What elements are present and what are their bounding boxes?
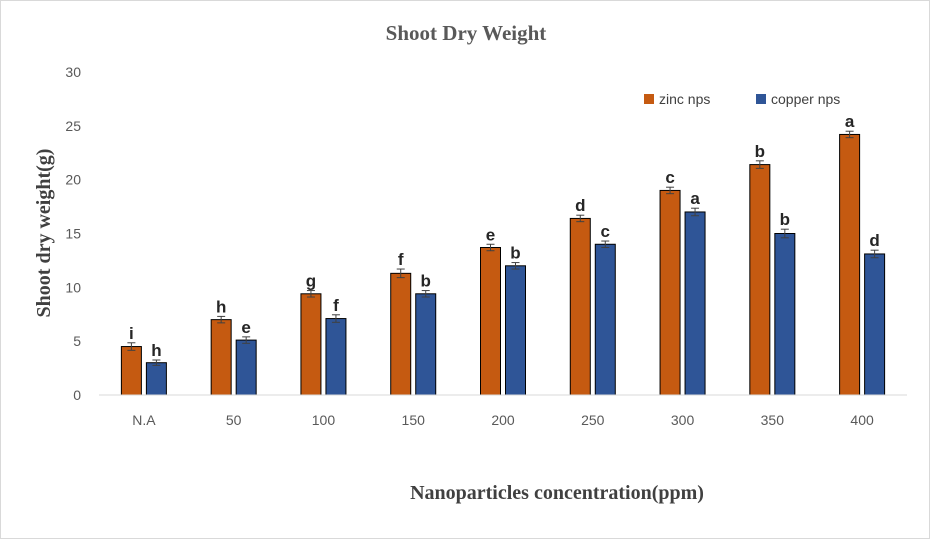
- y-tick-label: 20: [65, 172, 81, 188]
- significance-letter: a: [690, 189, 700, 208]
- x-tick-label: 200: [491, 412, 515, 428]
- error-bar: [576, 214, 585, 223]
- error-bar: [845, 130, 854, 139]
- significance-letter: c: [665, 168, 674, 187]
- significance-letter: e: [241, 318, 250, 337]
- error-bar: [217, 315, 226, 324]
- error-bar: [780, 228, 789, 239]
- bar-zinc: [749, 164, 771, 396]
- bar-copper: [594, 243, 616, 396]
- significance-letter: b: [755, 142, 765, 161]
- bar-zinc: [659, 189, 681, 396]
- significance-letter: f: [333, 296, 339, 315]
- significance-letter: d: [869, 231, 879, 250]
- bar-copper: [235, 339, 257, 396]
- y-tick-label: 10: [65, 279, 81, 295]
- bar-zinc: [300, 293, 322, 396]
- bar-zinc: [390, 272, 412, 396]
- x-tick-label: 100: [312, 412, 336, 428]
- bar-copper: [505, 265, 526, 396]
- y-tick-label: 15: [65, 226, 81, 242]
- error-bar: [601, 240, 610, 248]
- error-bar: [242, 336, 251, 344]
- error-bar: [870, 249, 879, 259]
- error-bar: [486, 243, 495, 252]
- bar-zinc: [120, 346, 142, 396]
- significance-letter: b: [780, 210, 790, 229]
- bar-copper: [864, 253, 886, 396]
- significance-letter: h: [151, 341, 161, 360]
- bar-copper: [415, 293, 437, 396]
- legend-label-copper: copper nps: [771, 91, 840, 107]
- significance-letter: h: [216, 297, 226, 316]
- bar-copper: [145, 362, 167, 396]
- error-bar: [306, 290, 315, 298]
- x-tick-label: 350: [761, 412, 785, 428]
- error-bar: [666, 186, 675, 195]
- chart-title: Shoot Dry Weight: [386, 21, 547, 45]
- legend-swatch-zinc: [644, 94, 654, 104]
- legend: zinc nps copper nps: [644, 91, 840, 107]
- y-axis-ticks: 0 5 10 15 20 25 30: [65, 64, 81, 403]
- error-bar: [755, 160, 764, 169]
- error-bar: [127, 342, 136, 351]
- x-axis-ticks: N.A 50 100 150 200 250 300 350 400: [132, 412, 874, 428]
- x-axis-title: Nanoparticles concentration(ppm): [410, 482, 704, 504]
- significance-letter: i: [129, 324, 134, 343]
- error-bar: [691, 207, 700, 217]
- significance-letter: e: [486, 225, 495, 244]
- x-tick-label: 300: [671, 412, 695, 428]
- significance-letter: f: [398, 250, 404, 269]
- error-bar: [331, 314, 340, 323]
- x-tick-label: 50: [226, 412, 242, 428]
- bar-zinc: [480, 246, 501, 396]
- y-tick-label: 0: [73, 387, 81, 403]
- error-bar: [152, 359, 161, 366]
- error-bar: [421, 290, 430, 298]
- legend-label-zinc: zinc nps: [659, 91, 710, 107]
- bar-zinc: [839, 133, 861, 396]
- significance-letter: d: [575, 196, 585, 215]
- x-tick-label: 150: [402, 412, 426, 428]
- x-tick-label: N.A: [132, 412, 156, 428]
- y-tick-label: 5: [73, 333, 81, 349]
- legend-swatch-copper: [756, 94, 766, 104]
- significance-letter: a: [845, 112, 855, 131]
- y-tick-label: 25: [65, 118, 81, 134]
- error-bar: [396, 268, 405, 279]
- bar-copper: [774, 233, 796, 396]
- gridlines: [99, 71, 907, 342]
- bar-copper: [684, 211, 706, 396]
- x-tick-label: 400: [850, 412, 874, 428]
- significance-letter: b: [421, 272, 431, 291]
- bar-copper: [325, 318, 347, 396]
- bar-zinc: [569, 217, 591, 396]
- y-axis-title: Shoot dry weight(g): [33, 149, 55, 318]
- significance-letter: c: [601, 222, 610, 241]
- significance-letter: g: [306, 272, 316, 291]
- x-tick-label: 250: [581, 412, 605, 428]
- y-tick-label: 30: [65, 64, 81, 80]
- error-bar: [511, 262, 520, 270]
- significance-letter: b: [510, 244, 520, 263]
- bar-zinc: [210, 319, 232, 396]
